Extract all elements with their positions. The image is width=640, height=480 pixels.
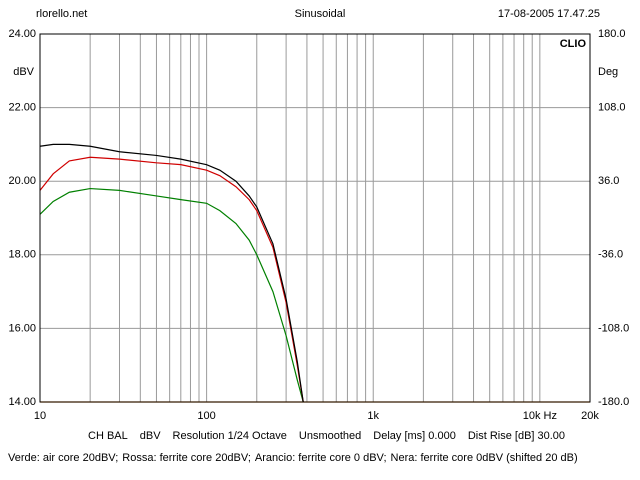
y-tick-label: 18.00: [8, 249, 36, 261]
curve: [39, 156, 304, 403]
curve: [39, 143, 304, 403]
footer-item: dBV: [140, 430, 161, 442]
plot-border: [39, 33, 591, 403]
y2-tick-label: 180.0: [598, 28, 626, 40]
y2-tick-label: -108.0: [598, 322, 629, 334]
x-tick-label: 1k: [367, 410, 379, 422]
y2-axis-label: Deg: [598, 66, 618, 78]
y2-tick-label: -180.0: [598, 396, 629, 408]
x-tick-label: 10k Hz: [523, 410, 557, 422]
curve: [39, 187, 304, 403]
footer-item: Dist Rise [dB] 30.00: [468, 430, 565, 442]
y-axis-label: dBV: [13, 66, 34, 78]
footer-item: Arancio: ferrite core 0 dBV;: [255, 452, 387, 464]
y2-tick-label: 36.0: [598, 175, 619, 187]
x-tick-label: 20k: [581, 410, 599, 422]
y2-tick-label: 108.0: [598, 102, 626, 114]
footer-item: Resolution 1/24 Octave: [173, 430, 287, 442]
footer-item: Nera: ferrite core 0dBV (shifted 20 dB): [391, 452, 578, 464]
plot-area: [40, 34, 590, 402]
y-tick-label: 24.00: [8, 28, 36, 40]
settings-line: CH BAL dBV Resolution 1/24 Octave Unsmoothe…: [88, 430, 565, 442]
x-tick-label: 10: [34, 410, 46, 422]
legend-line: Verde: air core 20dBV; Rossa: ferrite cor…: [8, 452, 578, 464]
footer-item: CH BAL: [88, 430, 128, 442]
y2-tick-label: -36.0: [598, 249, 623, 261]
mode: Sinusoidal: [295, 8, 346, 20]
footer-item: Rossa: ferrite core 20dBV;: [122, 452, 251, 464]
y-tick-label: 22.00: [8, 102, 36, 114]
x-tick-label: 100: [197, 410, 215, 422]
site-name: rlorello.net: [36, 8, 87, 20]
y-tick-label: 20.00: [8, 175, 36, 187]
timestamp: 17-08-2005 17.47.25: [498, 8, 600, 20]
brand: CLIO: [560, 38, 587, 50]
y-tick-label: 14.00: [8, 396, 36, 408]
footer-item: Verde: air core 20dBV;: [8, 452, 118, 464]
footer-item: Unsmoothed: [299, 430, 361, 442]
axis-labels: 10 100 1k 10k Hz 20k 14.00 16.00 18.00 20.00 22.0…: [8, 28, 629, 422]
y-tick-label: 16.00: [8, 322, 36, 334]
footer-item: Delay [ms] 0.000: [373, 430, 456, 442]
